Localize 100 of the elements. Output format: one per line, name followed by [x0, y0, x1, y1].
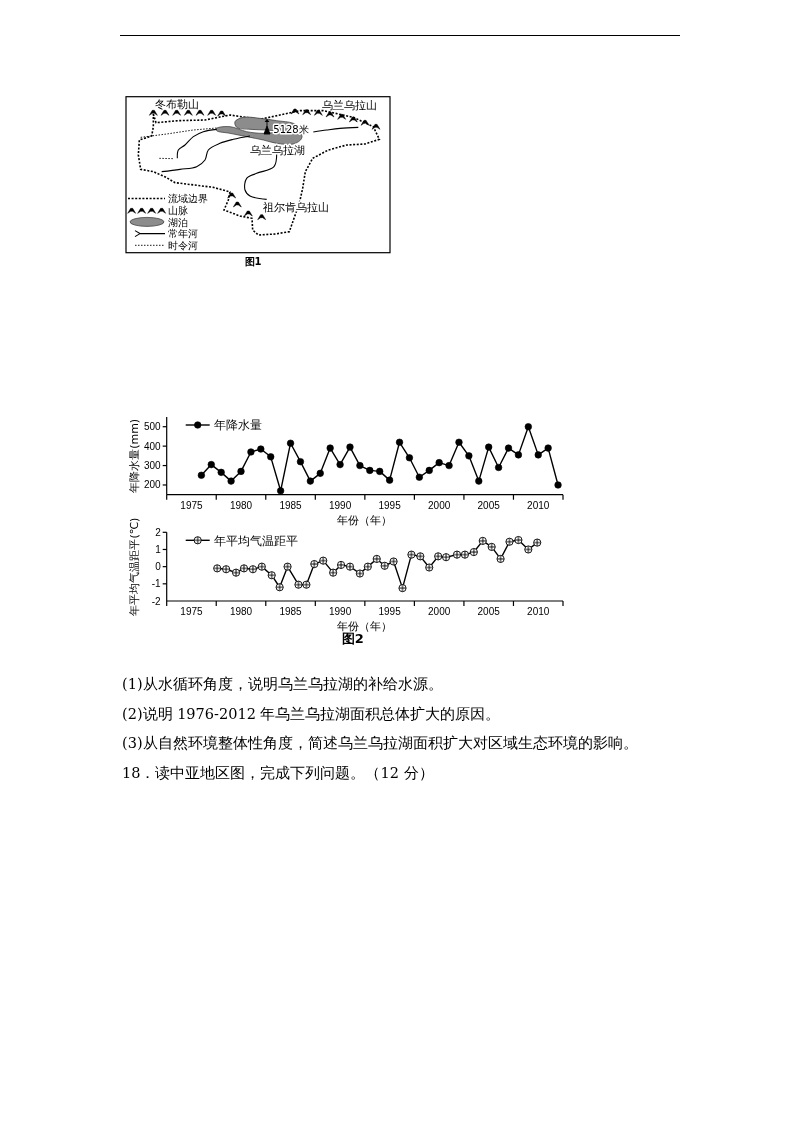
y-tick-label: -2 [151, 595, 162, 607]
point [346, 443, 354, 451]
point [544, 444, 552, 452]
x-tick-label: 2010 [527, 499, 550, 511]
point [416, 552, 425, 561]
text: 时令河 [168, 239, 198, 251]
point [316, 469, 324, 477]
point [319, 556, 328, 565]
x-tick-label: 1980 [229, 499, 253, 511]
point [534, 451, 542, 459]
point [469, 548, 478, 557]
text: (3)从自然环境整体性角度，简述乌兰乌拉湖面积扩大对区域生态环境的影响。 [122, 735, 638, 752]
x-tick-label: 2005 [477, 499, 501, 511]
y-tick-label: 400 [144, 440, 162, 452]
point [533, 538, 542, 547]
caption: 图1 [244, 255, 262, 267]
point [366, 466, 374, 475]
text: 祖尔肯乌拉山 [263, 200, 329, 214]
x-tick-label: 2005 [477, 606, 501, 617]
point [398, 584, 407, 593]
caption: 图2 [341, 631, 364, 646]
point [286, 439, 295, 447]
point [356, 461, 364, 470]
point [248, 565, 257, 574]
x-tick-label: 1975 [180, 606, 204, 617]
x-tick-label: 1985 [279, 499, 303, 511]
point [222, 565, 231, 574]
x-tick-label: 1980 [229, 606, 253, 617]
point [207, 460, 215, 469]
point [267, 453, 275, 461]
point [267, 571, 276, 580]
point [213, 564, 222, 573]
point [355, 569, 364, 578]
point [407, 550, 416, 559]
y-tick-label: 200 [144, 479, 162, 491]
point [389, 557, 398, 566]
point [296, 458, 305, 466]
x-tick-label: 2000 [428, 606, 451, 617]
point [425, 466, 433, 475]
point [405, 454, 414, 462]
text: 乌兰乌拉湖 [249, 143, 305, 157]
point [277, 487, 285, 495]
point [294, 580, 303, 589]
x-axis-title: 年份（年） [337, 513, 393, 526]
point [197, 471, 205, 479]
point [452, 550, 462, 559]
point [442, 553, 451, 562]
text: 18．读中亚地区图，完成下列问题。（12 分） [122, 765, 434, 782]
point [434, 552, 443, 561]
point [306, 477, 314, 485]
point [232, 568, 241, 577]
x-tick-label: 1975 [180, 499, 204, 511]
point [460, 550, 469, 559]
point [302, 580, 311, 589]
point [257, 562, 266, 571]
point [227, 477, 235, 485]
point [372, 554, 381, 563]
point [514, 535, 523, 545]
point [329, 568, 338, 577]
text: (2)说明 1976-2012 年乌兰乌拉湖面积总体扩大的原因。 [122, 705, 501, 722]
point [524, 423, 532, 431]
y-tick-label: 0 [155, 561, 162, 573]
point [237, 467, 245, 475]
point [380, 561, 389, 570]
point [395, 438, 404, 446]
text: 常年河 [168, 228, 198, 240]
x-tick-label: 2010 [527, 606, 550, 617]
y-tick-label: 500 [144, 421, 162, 433]
point [504, 444, 513, 452]
point [496, 554, 505, 563]
x-tick-label: 1995 [378, 499, 402, 511]
text: 流域边界 [168, 193, 208, 205]
point [505, 537, 514, 546]
legend-label: 年降水量 [213, 418, 262, 433]
x-tick-label: 1985 [279, 606, 303, 617]
point [435, 459, 443, 467]
x-tick-label: 1990 [328, 499, 352, 511]
text: 湖泊 [168, 216, 188, 228]
point [247, 448, 255, 456]
point [363, 562, 372, 571]
text: (1)从水循环角度，说明乌兰乌拉湖的补给水源。 [122, 676, 443, 692]
point [326, 444, 334, 452]
point [336, 460, 344, 469]
point [415, 473, 423, 481]
x-tick-label: 1995 [378, 606, 402, 617]
text: 乌兰乌拉山 [321, 98, 377, 112]
point [283, 562, 292, 571]
point [524, 545, 533, 554]
point [495, 463, 503, 472]
point [217, 468, 225, 476]
y-tick-label: 1 [155, 543, 162, 555]
point [465, 452, 473, 460]
text: 5128米 [273, 123, 309, 135]
point [275, 583, 284, 592]
x-tick-label: 2000 [428, 499, 451, 511]
point [445, 461, 453, 470]
x-axis-title: 年份（年） [337, 620, 393, 632]
y-axis-title: 年降水量(mm) [127, 418, 141, 493]
point [386, 476, 394, 484]
point [310, 560, 319, 569]
